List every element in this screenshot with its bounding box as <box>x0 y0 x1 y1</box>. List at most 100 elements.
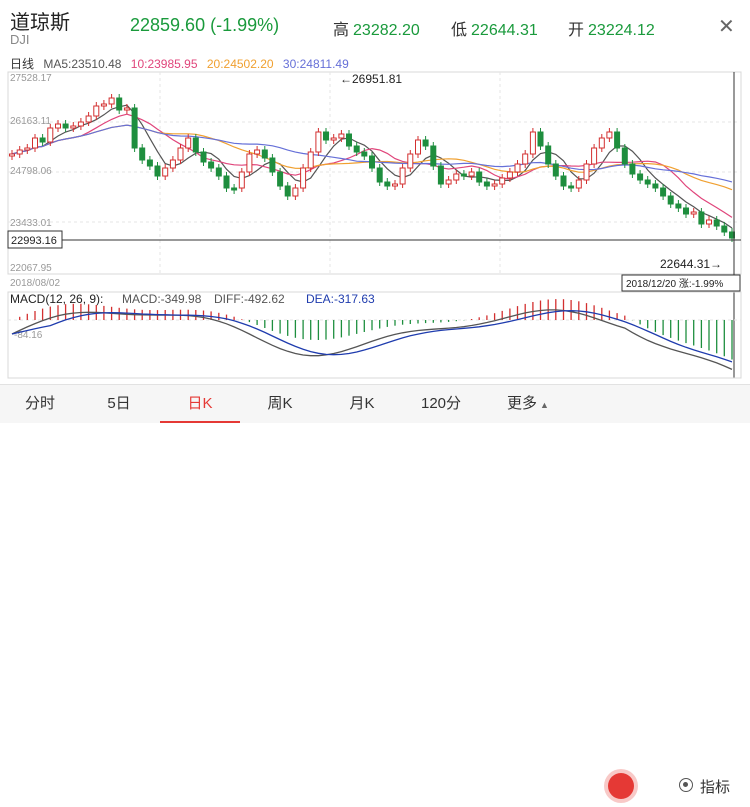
candle-body <box>376 167 383 183</box>
candle-body <box>652 183 659 189</box>
candle-body <box>690 211 697 215</box>
period-tabs: 分时 5日 日K 周K 月K 120分 更多 ▲ 指标 <box>0 384 750 799</box>
candle-body <box>583 163 590 181</box>
candle-body <box>269 157 276 173</box>
last-price-tag: 22993.16 <box>11 235 57 247</box>
candle-body <box>667 195 674 205</box>
candle-body <box>238 171 245 189</box>
candle-body <box>261 149 268 159</box>
candle-body <box>698 211 705 225</box>
candle-body <box>24 147 31 151</box>
candle-body <box>545 145 552 165</box>
candle-body <box>116 97 123 111</box>
candle-body <box>338 133 345 139</box>
candle-body <box>499 177 506 185</box>
candle-body <box>614 131 621 149</box>
candles <box>9 94 735 242</box>
candle-body <box>606 131 613 139</box>
tab-daily-k[interactable]: 日K <box>160 385 240 423</box>
candle-body <box>215 167 222 177</box>
tab-intraday[interactable]: 分时 <box>24 395 55 412</box>
close-icon[interactable]: ✕ <box>718 16 735 38</box>
candle-body <box>637 173 644 181</box>
macd-title: MACD(12, 26, 9): <box>10 292 103 306</box>
candle-body <box>277 171 284 187</box>
tab-weekly-k[interactable]: 周K <box>267 395 293 412</box>
tab-5day[interactable]: 5日 <box>107 395 131 412</box>
info-tag: 2018/12/20 涨:-1.99% <box>626 278 723 290</box>
candle-body <box>139 147 146 161</box>
ma20-value: 20:24502.20 <box>206 57 274 71</box>
candle-body <box>39 137 46 143</box>
candle-body <box>353 145 360 153</box>
candle-body <box>683 207 689 215</box>
high-value: 23282.20 <box>353 22 420 39</box>
candle-body <box>514 163 521 173</box>
min-price-label: 22644.31→ <box>660 257 722 271</box>
indicator-button[interactable]: 指标 <box>700 779 731 796</box>
tab-more[interactable]: 更多 ▲ <box>488 385 568 423</box>
ma30-value: 30:24811.49 <box>282 57 349 71</box>
candle-body <box>185 137 192 149</box>
candle-body <box>384 181 391 187</box>
tab-120min[interactable]: 120分 <box>420 395 462 412</box>
candle-body <box>430 145 437 167</box>
ma-legend: 日线 MA5:23510.48 10:23985.95 20:24502.20 … <box>10 55 355 72</box>
low-quote: 低 22644.31 <box>451 16 538 40</box>
dea-value: DEA:-317.63 <box>306 292 375 306</box>
candle-body <box>529 131 536 155</box>
last-price-tag-box <box>7 230 63 249</box>
tab-monthly-k[interactable]: 月K <box>349 395 375 412</box>
candle-body <box>706 219 712 225</box>
index-code: DJI <box>10 32 30 47</box>
caret-up-icon: ▲ <box>540 400 549 410</box>
low-label: 低 <box>451 22 468 39</box>
candle-body <box>537 131 544 147</box>
candle-body <box>323 131 329 141</box>
candle-body <box>223 175 230 189</box>
candle-body <box>629 163 636 175</box>
candle-body <box>131 107 138 149</box>
candle-body <box>9 153 15 157</box>
open-label: 开 <box>568 22 585 39</box>
candle-body <box>713 219 720 227</box>
candle-body <box>591 147 598 165</box>
index-name: 道琼斯 <box>10 12 70 34</box>
candle-body <box>93 105 100 117</box>
dif-value: DIFF:-492.62 <box>214 292 285 306</box>
info-tag-box <box>621 274 741 292</box>
candle-body <box>169 159 176 169</box>
main-chart-frame <box>7 71 742 275</box>
candle-body <box>422 139 429 147</box>
ma10-value: 10:23985.95 <box>130 57 198 71</box>
candle-body <box>146 159 153 167</box>
candle-body <box>32 137 38 149</box>
macd-value: MACD:-349.98 <box>122 292 202 306</box>
candle-body <box>522 153 529 165</box>
candle-body <box>560 175 567 187</box>
record-button[interactable] <box>608 773 634 799</box>
candle-body <box>192 137 199 153</box>
tab-more-label: 更多 <box>507 395 538 412</box>
candle-body <box>415 139 421 155</box>
candle-body <box>70 125 77 129</box>
candle-body <box>200 151 207 163</box>
candle-body <box>644 179 651 185</box>
y-tick: 27528.17 <box>10 73 52 84</box>
candle-body <box>330 137 337 141</box>
candle-body <box>108 97 115 105</box>
macd-tick: -84.16 <box>14 330 43 341</box>
candle-body <box>483 181 490 187</box>
candle-body <box>162 167 169 177</box>
candle-body <box>453 173 460 181</box>
period-label: 日线 <box>10 57 35 71</box>
candle-body <box>460 173 467 177</box>
candle-body <box>399 167 406 185</box>
candle-body <box>552 163 559 177</box>
candle-body <box>346 133 352 147</box>
kline-chart[interactable]: 27528.17 26163.11 24798.06 23433.01 2206… <box>0 68 750 384</box>
low-value: 22644.31 <box>471 22 538 39</box>
settings-icon[interactable] <box>679 778 693 792</box>
candle-body <box>231 187 238 191</box>
candle-body <box>476 171 483 183</box>
